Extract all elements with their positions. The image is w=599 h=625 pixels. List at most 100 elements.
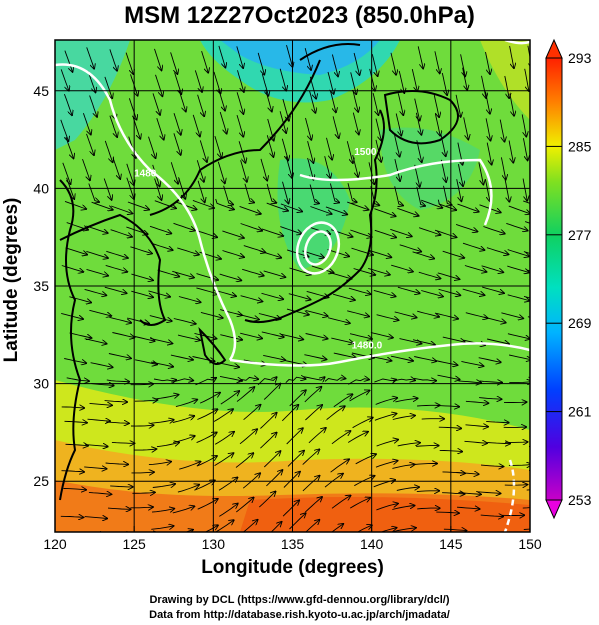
streamline — [486, 535, 509, 536]
streamline — [197, 499, 218, 510]
streamline — [304, 47, 311, 70]
streamline — [178, 89, 186, 112]
streamline — [150, 242, 173, 250]
streamline — [504, 485, 528, 486]
streamline — [394, 186, 403, 205]
streamline — [172, 506, 195, 514]
streamline — [270, 522, 282, 532]
y-axis-label: Latitude (degrees) — [1, 197, 22, 363]
streamline — [308, 428, 326, 444]
y-tick-label: 30 — [33, 376, 49, 392]
streamline — [173, 113, 181, 135]
x-axis-ticks: 120 125 130 135 140 145 150 — [43, 526, 542, 552]
streamline — [390, 52, 396, 75]
x-tick-label: 150 — [518, 536, 542, 552]
contour-label: 1480 — [134, 169, 157, 180]
y-tick-label: 45 — [33, 83, 49, 99]
streamline — [352, 418, 373, 429]
streamline — [482, 286, 504, 293]
streamline — [523, 295, 530, 299]
streamline — [461, 360, 483, 366]
streamline — [86, 268, 109, 275]
streamline — [435, 360, 457, 366]
streamline — [244, 183, 254, 203]
streamline — [508, 140, 513, 163]
streamline — [173, 133, 181, 155]
streamline — [172, 270, 194, 277]
streamline — [415, 112, 421, 135]
streamline — [354, 476, 374, 487]
streamline — [324, 156, 331, 178]
streamline — [399, 338, 422, 344]
streamline — [331, 496, 351, 509]
streamline — [411, 69, 417, 91]
streamline — [260, 158, 267, 181]
streamline — [331, 337, 353, 343]
streamline — [91, 201, 113, 210]
streamline — [504, 75, 509, 98]
credit-drawing: Drawing by DCL (https://www.gfd-dennou.o… — [149, 594, 450, 606]
streamline — [478, 357, 501, 363]
streamline — [324, 474, 343, 488]
streamline — [416, 491, 439, 492]
streamline — [417, 508, 440, 509]
streamline — [222, 250, 245, 258]
streamline — [82, 533, 104, 535]
contour-label: 1500 — [354, 147, 377, 158]
streamline — [215, 198, 234, 209]
streamline — [394, 134, 400, 157]
streamline — [508, 205, 530, 214]
streamline — [219, 111, 226, 134]
streamline — [529, 91, 530, 93]
streamline — [64, 421, 87, 422]
streamline — [304, 387, 322, 403]
streamline — [437, 272, 460, 279]
streamline — [464, 265, 487, 272]
streamline — [156, 395, 178, 400]
streamline — [282, 181, 289, 204]
streamline — [132, 335, 155, 341]
streamline — [178, 296, 201, 303]
streamline — [352, 112, 359, 135]
streamline — [217, 161, 225, 184]
streamline — [355, 454, 376, 465]
streamline — [286, 308, 309, 315]
streamline — [260, 413, 276, 429]
streamline — [197, 409, 217, 420]
streamline — [333, 352, 356, 358]
streamline — [200, 311, 223, 318]
streamline — [397, 286, 420, 293]
streamline — [524, 221, 530, 224]
streamline — [237, 377, 258, 383]
streamline — [331, 431, 351, 445]
streamline — [128, 98, 136, 119]
streamline — [349, 391, 370, 402]
streamline — [442, 493, 464, 494]
streamline — [417, 46, 423, 68]
streamline — [418, 227, 440, 235]
streamline — [486, 338, 509, 344]
streamline — [348, 379, 369, 385]
streamline — [373, 289, 396, 296]
streamline — [63, 93, 72, 115]
streamline — [347, 310, 369, 317]
streamline — [104, 76, 112, 98]
streamline — [521, 114, 526, 136]
streamline — [416, 446, 438, 447]
streamline — [356, 525, 372, 532]
streamline — [462, 288, 485, 295]
streamline — [240, 295, 263, 302]
streamline — [134, 400, 157, 401]
streamline — [333, 394, 353, 408]
streamline — [443, 185, 452, 205]
streamline — [172, 416, 194, 423]
streamline — [286, 428, 303, 445]
streamline — [305, 405, 322, 421]
streamline — [199, 140, 207, 162]
streamline — [133, 449, 156, 450]
streamline — [509, 93, 514, 116]
streamline — [414, 356, 436, 362]
streamline — [464, 441, 487, 443]
streamline — [151, 361, 173, 367]
streamline — [199, 393, 220, 404]
